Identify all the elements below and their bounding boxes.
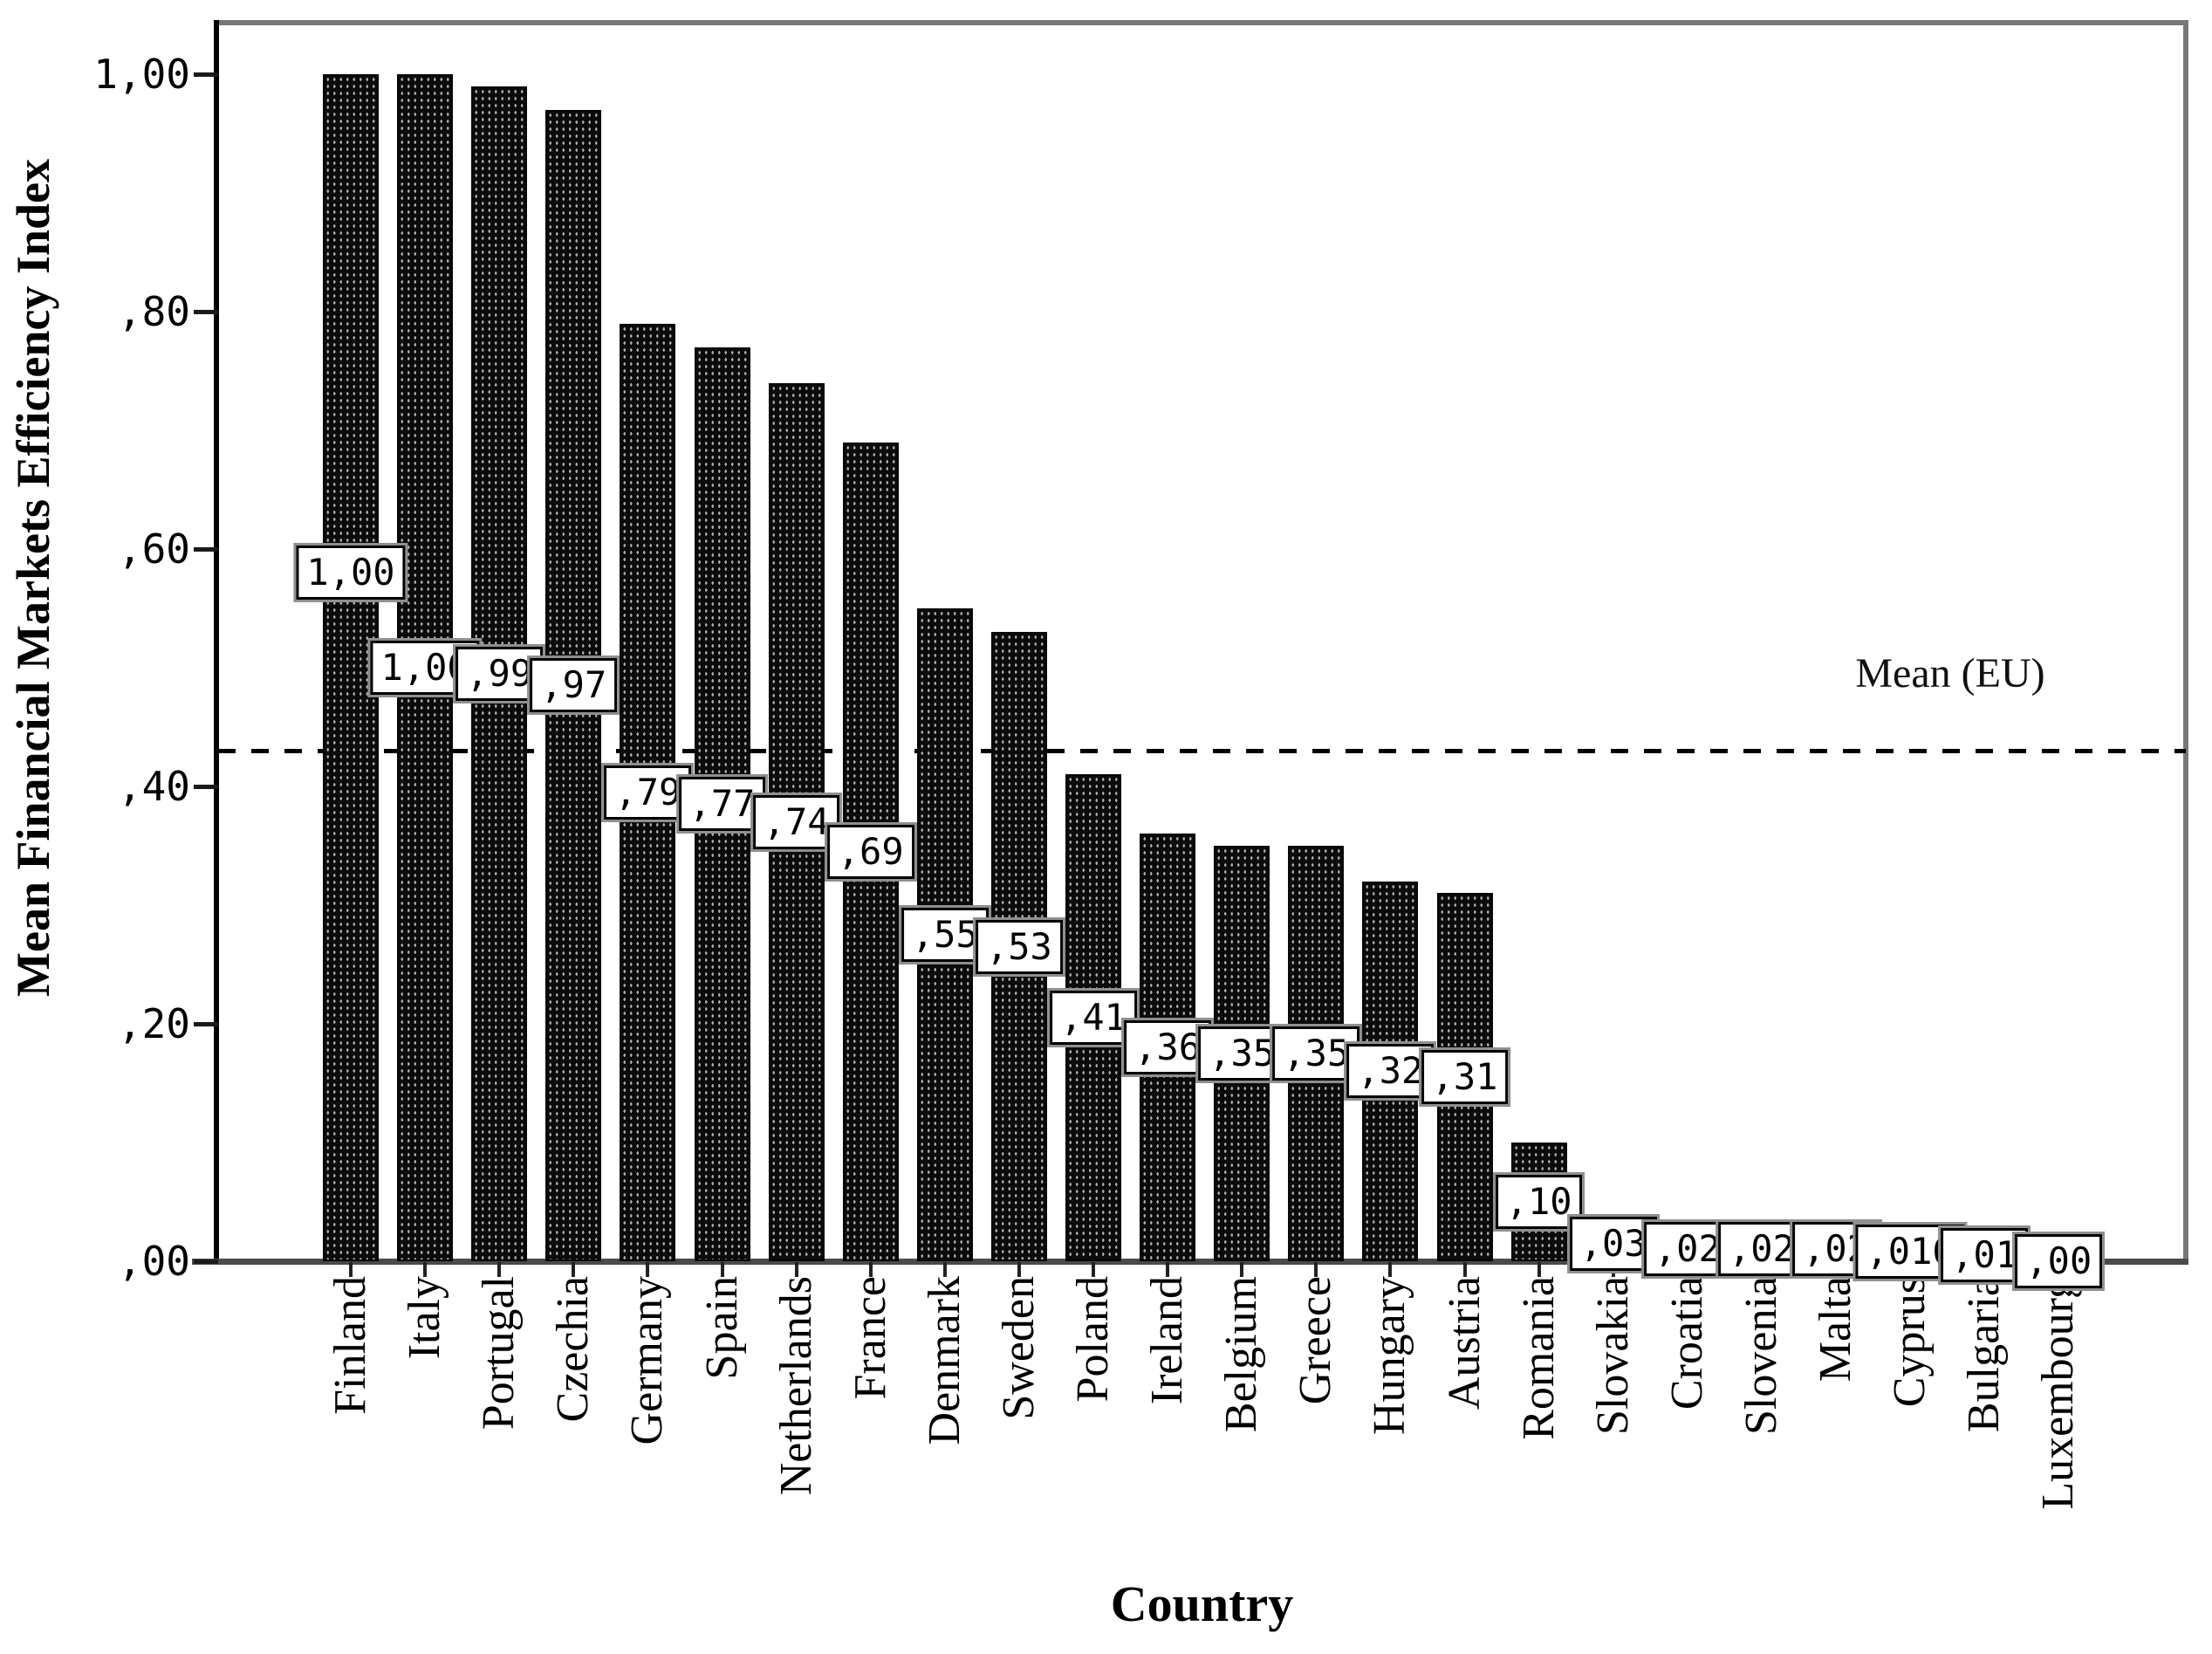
x-axis-tick [1240,1262,1244,1277]
x-axis-tick [1537,1262,1541,1277]
x-axis-category-label: Poland [1068,1276,1118,1403]
x-axis-line [192,1259,2188,1265]
x-axis-tick [1017,1262,1021,1277]
x-axis-category-label: Germany [622,1276,673,1445]
x-axis-category-label: Bulgaria [1959,1276,2010,1433]
x-axis-tick [572,1262,576,1277]
bar-value-label: ,31 [1418,1047,1511,1108]
bar-value-label: ,53 [972,916,1065,977]
x-axis-category-label: Slovenia [1736,1276,1786,1435]
x-axis-tick [868,1262,873,1277]
bar-value-label: ,00 [2012,1232,2106,1291]
x-axis-category-label: Malta [1811,1276,1860,1383]
x-axis-category-label: Finland [325,1276,375,1415]
x-axis-tick [794,1262,798,1277]
bar-value-label: ,02 [1715,1219,1808,1280]
x-axis-category-label: Austria [1439,1276,1490,1410]
y-axis-tick [194,1259,218,1264]
x-axis-category-label: Czechia [548,1276,599,1423]
y-axis-tick [194,310,218,314]
x-axis-category-label: Hungary [1365,1276,1415,1435]
bar-value-label: ,01 [1938,1225,2031,1286]
mean-line-label: Mean (EU) [1855,650,2045,697]
bar-value-label: ,02 [1640,1219,1734,1280]
x-axis-tick [1092,1262,1095,1277]
bar-value-label: ,41 [1047,988,1140,1048]
x-axis-tick [349,1262,353,1277]
y-axis-tick-label: ,20 [117,1000,190,1047]
x-axis-category-label: Greece [1291,1276,1341,1405]
y-axis-tick-label: 1,00 [93,51,190,98]
x-axis-tick [720,1262,724,1277]
x-axis-category-label: Cyprus [1885,1276,1935,1408]
x-axis-category-label: Luxembourg [2033,1276,2084,1510]
mean-reference-line [218,749,2186,754]
x-axis-category-label: France [845,1276,895,1400]
y-axis-tick-label: ,00 [117,1238,190,1285]
x-axis-category-label: Sweden [993,1276,1044,1420]
y-axis-tick-label: ,40 [117,763,190,810]
x-axis-category-label: Denmark [919,1276,969,1445]
bar-value-label: ,97 [527,655,620,716]
x-axis-category-label: Spain [696,1276,747,1380]
plot-frame-right-border [2183,20,2188,1264]
bar-value-label: ,74 [750,792,843,852]
x-axis-title: Country [1110,1575,1294,1632]
bar-value-label: ,35 [1270,1024,1363,1083]
x-axis-tick [497,1262,502,1277]
plot-frame-top-border [218,20,2188,25]
x-axis-tick [646,1262,650,1277]
bar-value-label: 1,00 [293,543,408,603]
x-axis-tick [1388,1262,1393,1277]
bar-value-label: ,55 [898,905,991,964]
bar-value-label: ,35 [1195,1024,1289,1083]
y-axis-tick-label: ,80 [117,288,190,335]
x-axis-tick [423,1262,428,1277]
x-axis-tick [1314,1262,1318,1277]
y-axis-tick-label: ,60 [117,525,190,573]
bar-value-label: ,10 [1492,1172,1585,1232]
x-axis-category-label: Netherlands [770,1276,821,1496]
x-axis-tick [1166,1262,1170,1277]
bar-value-label: ,77 [675,774,769,834]
y-axis-line [214,20,219,1265]
x-axis-category-label: Ireland [1142,1276,1193,1405]
bar-value-label: ,69 [824,821,917,882]
x-axis-category-label: Slovakia [1587,1276,1638,1435]
bar-value-label: ,99 [453,643,546,703]
y-axis-title: Mean Financial Markets Efficiency Index [7,159,59,997]
x-axis-tick [1462,1262,1467,1277]
x-axis-category-label: Croatia [1661,1276,1712,1410]
y-axis-tick [194,785,218,789]
bar [323,74,379,1261]
x-axis-category-label: Romania [1513,1276,1564,1440]
y-axis-tick [194,547,218,552]
x-axis-category-label: Italy [400,1276,450,1360]
bar-value-label: ,79 [601,762,695,822]
x-axis-category-label: Belgium [1216,1276,1267,1433]
x-axis-tick [942,1262,947,1277]
y-axis-tick [194,1022,218,1026]
x-axis-category-label: Portugal [474,1276,524,1431]
bar-value-label: ,03 [1566,1213,1660,1273]
y-axis-tick [194,72,218,77]
